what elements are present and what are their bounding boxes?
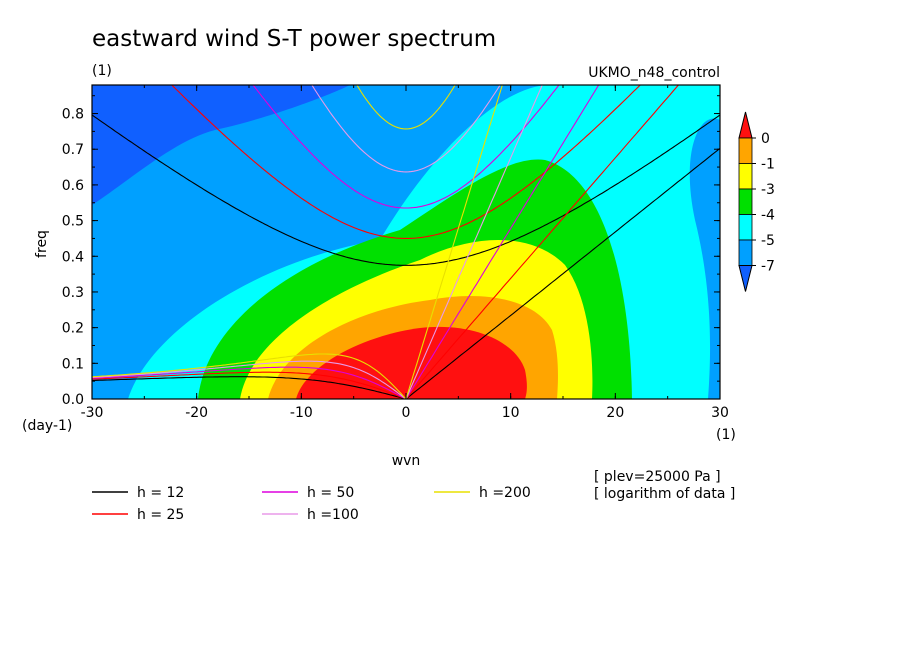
y-axis-label: freq bbox=[34, 230, 50, 258]
note-logarithm: [ logarithm of data ] bbox=[594, 486, 735, 502]
x-axis: -30 -20 -10 0 10 20 30 bbox=[81, 85, 729, 421]
y-tick-label: 0.7 bbox=[62, 142, 84, 158]
colorbar-label: -4 bbox=[761, 208, 775, 224]
colorbar-label: -5 bbox=[761, 233, 775, 249]
note-plev: [ plev=25000 Pa ] bbox=[594, 469, 721, 485]
y-tick-label: 0.6 bbox=[62, 178, 84, 194]
y-tick-label: 0.3 bbox=[62, 285, 84, 301]
legend: h = 12 h = 25 h = 50 h =100 h =200 bbox=[92, 485, 531, 523]
colorbar-arrow-bottom bbox=[738, 265, 753, 292]
rossby-curve-h12 bbox=[92, 376, 407, 399]
x-tick-label: 10 bbox=[502, 405, 520, 421]
rossby-curve-h100 bbox=[92, 360, 407, 399]
colorbar-segment bbox=[738, 188, 753, 215]
colorbar-label: -3 bbox=[761, 182, 775, 198]
colorbar-label: -1 bbox=[761, 157, 775, 173]
colorbar-segment bbox=[738, 163, 753, 190]
colorbar-segment bbox=[738, 239, 753, 266]
x-axis-label: wvn bbox=[392, 453, 421, 469]
region-level-minus7 bbox=[92, 85, 350, 205]
inertio-gravity-curve-h12 bbox=[92, 114, 720, 266]
rossby-curve-h25 bbox=[92, 371, 407, 399]
rossby-curve-h50 bbox=[92, 366, 407, 399]
inertio-gravity-curve-h200 bbox=[356, 85, 456, 130]
colorbar-segment bbox=[738, 137, 753, 164]
y-unit-label: (day-1) bbox=[22, 418, 72, 434]
chart-subtitle-left: (1) bbox=[92, 63, 112, 79]
colorbar-label: 0 bbox=[761, 131, 770, 147]
legend-label-h50: h = 50 bbox=[307, 485, 354, 501]
y-tick-label: 0.1 bbox=[62, 356, 84, 372]
inertio-gravity-curve-h100 bbox=[311, 85, 501, 173]
y-tick-label: 0.0 bbox=[62, 392, 84, 408]
chart-subtitle-right: UKMO_n48_control bbox=[588, 65, 720, 81]
y-tick-label: 0.8 bbox=[62, 107, 84, 123]
colorbar-label: -7 bbox=[761, 259, 775, 275]
kelvin-curve-h100 bbox=[405, 85, 543, 399]
kelvin-curve-h12 bbox=[405, 147, 720, 399]
kelvin-curve-h25 bbox=[405, 85, 680, 399]
x-tick-label: -30 bbox=[81, 405, 104, 421]
colorbar-arrow-top bbox=[738, 111, 753, 139]
inertio-gravity-curve-h25 bbox=[171, 85, 641, 239]
chart-title: eastward wind S-T power spectrum bbox=[92, 26, 496, 52]
kelvin-curve-h200 bbox=[405, 85, 503, 399]
legend-label-h100: h =100 bbox=[307, 507, 359, 523]
y-axis: 0.0 0.1 0.2 0.3 0.4 0.5 0.6 0.7 0.8 bbox=[62, 95, 720, 408]
inertio-gravity-curve-h50 bbox=[252, 85, 560, 209]
legend-label-h200: h =200 bbox=[479, 485, 531, 501]
y-tick-label: 0.5 bbox=[62, 214, 84, 230]
legend-label-h25: h = 25 bbox=[137, 507, 184, 523]
x-tick-label: 20 bbox=[606, 405, 624, 421]
dispersion-curves bbox=[92, 85, 720, 399]
x-tick-label: -20 bbox=[185, 405, 208, 421]
plot-area bbox=[92, 85, 720, 399]
legend-label-h12: h = 12 bbox=[137, 485, 184, 501]
y-tick-label: 0.2 bbox=[62, 321, 84, 337]
kelvin-curve-h50 bbox=[405, 85, 600, 399]
colorbar-segment bbox=[738, 214, 753, 241]
rossby-curve-h200 bbox=[92, 353, 407, 399]
x-tick-label: 0 bbox=[402, 405, 411, 421]
y-tick-label: 0.4 bbox=[62, 249, 84, 265]
x-tick-label: -10 bbox=[290, 405, 313, 421]
colorbar: 0 -1 -3 -4 -5 -7 bbox=[738, 111, 775, 292]
x-unit-label: (1) bbox=[716, 427, 736, 443]
x-tick-label: 30 bbox=[711, 405, 729, 421]
